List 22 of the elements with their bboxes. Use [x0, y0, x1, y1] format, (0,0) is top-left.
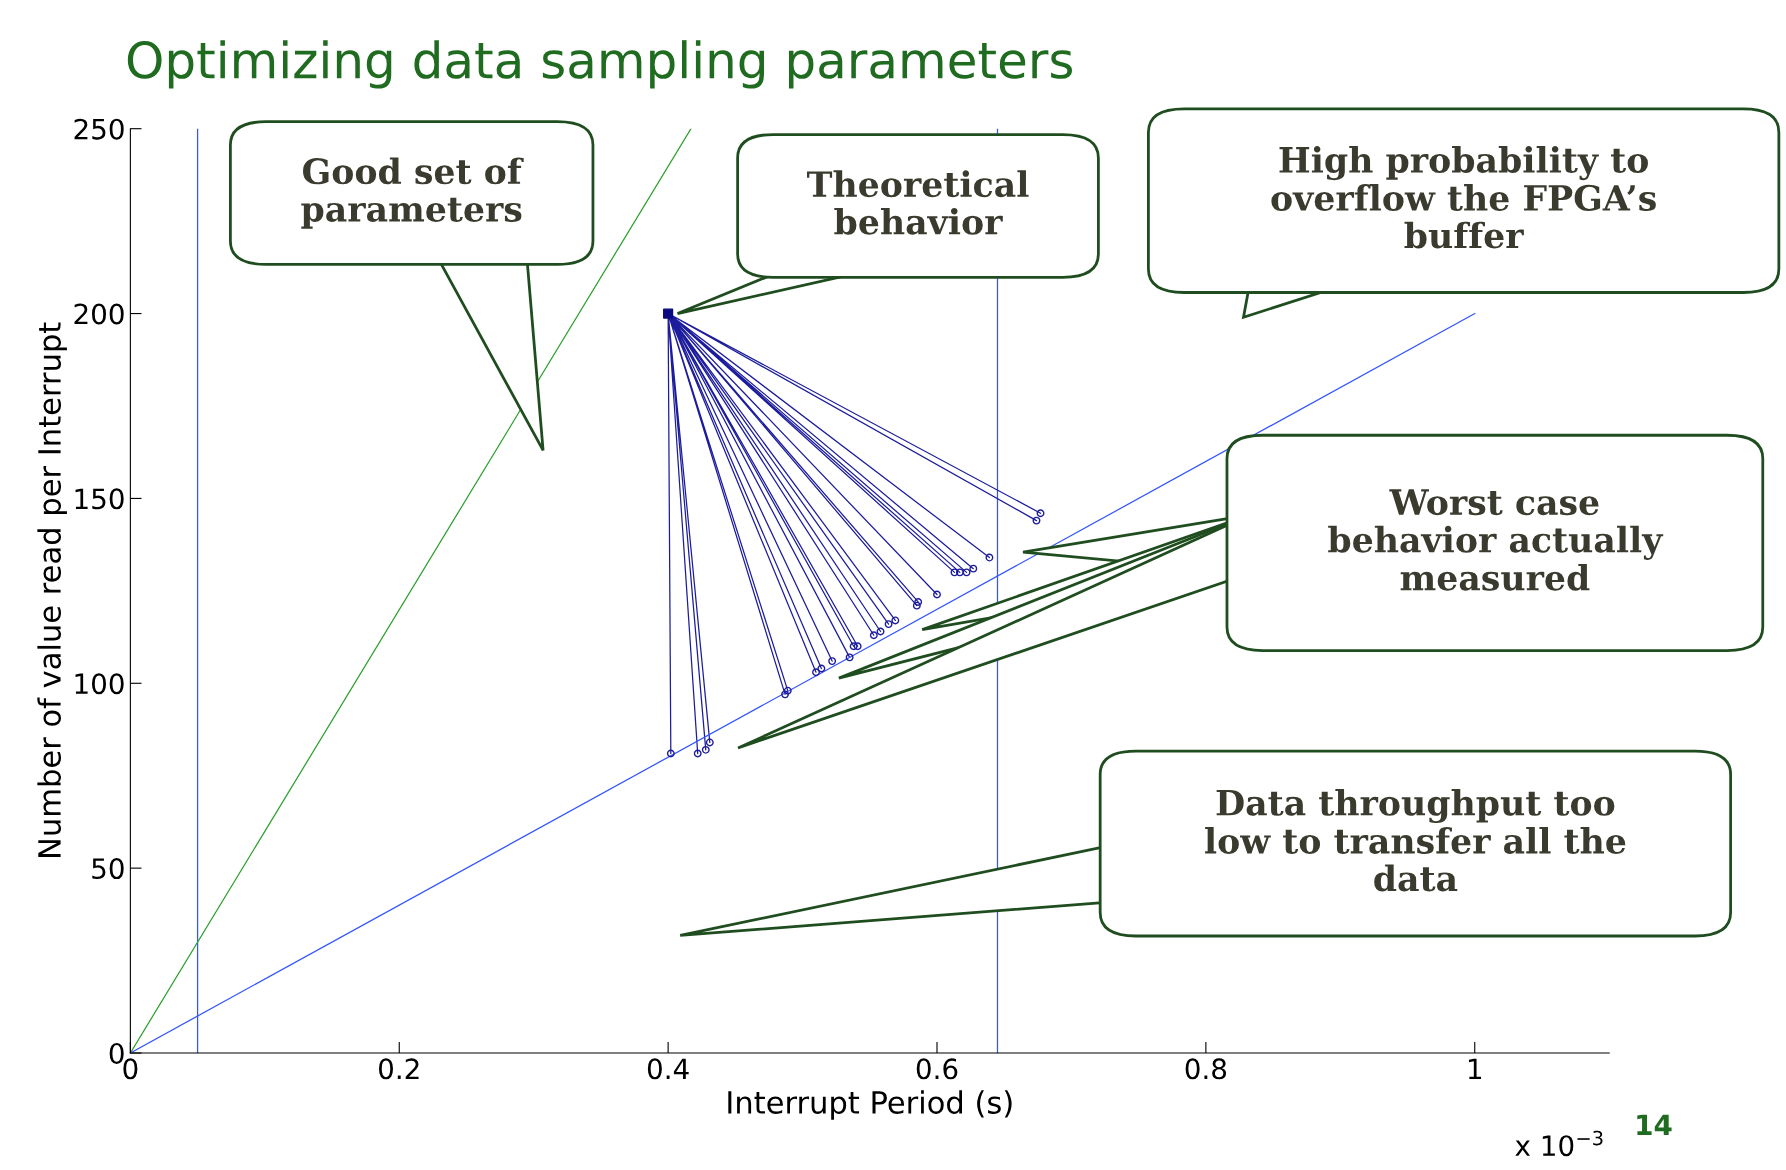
annotation: Good set of parameters	[301, 157, 524, 229]
x-tick-label: 0.4	[647, 1058, 689, 1080]
text: x 10$^{−3}$	[1515, 1130, 1603, 1157]
x-tick-label: 0.2	[379, 1058, 419, 1080]
y-tick-label: 0	[109, 1042, 124, 1064]
text: 14	[1637, 1114, 1672, 1135]
x-tick-label: 0.6	[916, 1058, 958, 1080]
chart-title: Optimizing data sampling parameters	[127, 40, 1072, 89]
x-tick-label: 1	[1468, 1058, 1482, 1079]
y-tick-label: 100	[75, 673, 124, 695]
x-tick-label: 0	[123, 1058, 138, 1080]
y-tick-label: 200	[74, 303, 124, 325]
y-tick-label: 50	[92, 858, 124, 880]
annotation: High probability to overflow the FPGA’s buffer	[1271, 146, 1656, 249]
x-tick-label: 0.8	[1185, 1058, 1227, 1080]
y-tick-label: 150	[75, 488, 124, 510]
y-tick-label: 250	[74, 118, 124, 140]
annotation: Theoretical behavior	[807, 170, 1029, 235]
x-axis-title: Interrupt Period (s)	[728, 1090, 1012, 1120]
annotation: Data throughput too low to transfer all the data	[1205, 788, 1626, 892]
y-axis-title: Number of value read per Interrupt	[37, 322, 67, 857]
annotation: Worst case behavior actually measured	[1328, 489, 1664, 591]
